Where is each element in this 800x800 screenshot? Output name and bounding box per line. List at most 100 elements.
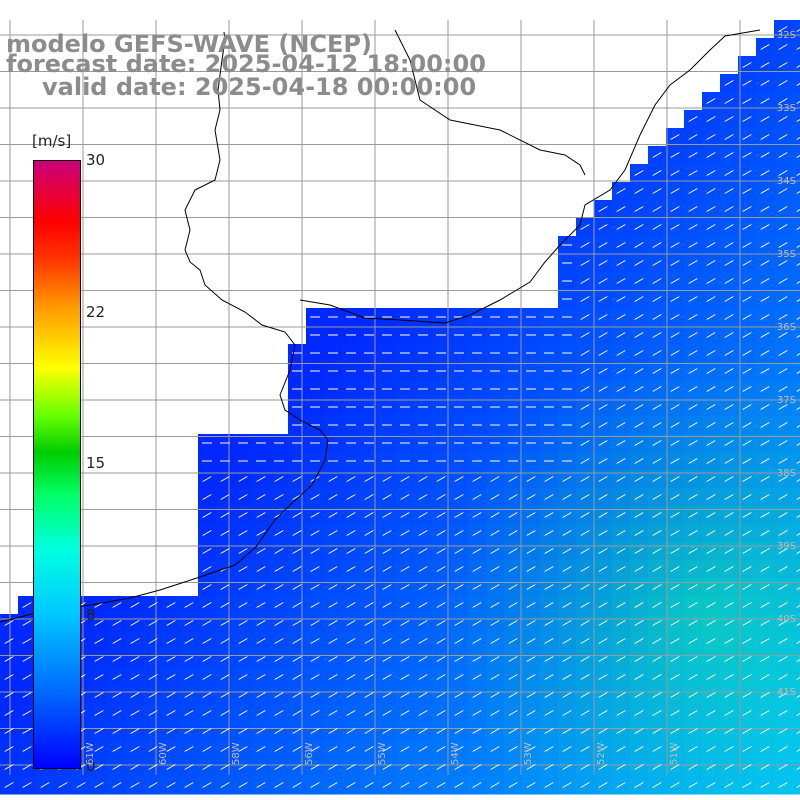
wind-arrow <box>706 260 716 266</box>
wind-arrow <box>490 512 500 518</box>
wind-arrow <box>760 494 770 500</box>
wind-arrow <box>328 494 338 500</box>
wind-arrow <box>724 278 734 284</box>
wind-arrow <box>310 782 320 788</box>
wind-arrow <box>418 476 428 482</box>
wind-arrow <box>508 674 518 680</box>
wind-arrow <box>22 764 32 770</box>
wind-arrow <box>742 314 752 320</box>
wind-cell <box>792 416 800 435</box>
wind-arrow <box>418 530 428 536</box>
wind-arrow <box>94 674 104 680</box>
wind-arrow <box>328 512 338 518</box>
wind-arrow <box>400 728 410 734</box>
wind-arrow <box>508 620 518 626</box>
wind-arrow <box>490 530 500 536</box>
wind-arrow <box>202 512 212 518</box>
wind-arrow <box>148 782 158 788</box>
graticule <box>0 20 800 775</box>
wind-arrow <box>706 530 716 536</box>
wind-arrow <box>706 692 716 698</box>
wind-arrow <box>328 728 338 734</box>
wind-arrow <box>94 656 104 662</box>
longitude-label: 54W <box>450 742 461 765</box>
wind-arrow <box>112 764 122 770</box>
wind-arrow <box>688 332 698 338</box>
wind-arrow <box>202 494 212 500</box>
wind-arrow <box>400 602 410 608</box>
wind-arrow <box>400 656 410 662</box>
wind-arrow <box>4 674 14 680</box>
wind-arrow <box>652 566 662 572</box>
wind-arrow <box>328 764 338 770</box>
wind-arrow <box>706 116 716 122</box>
wind-arrow <box>796 532 800 536</box>
wind-arrow <box>688 422 698 428</box>
wind-cell <box>792 650 800 669</box>
wind-arrow <box>382 692 392 698</box>
wind-arrow <box>382 548 392 554</box>
wind-arrow <box>310 710 320 716</box>
wind-arrow <box>454 674 464 680</box>
wind-arrow <box>652 224 662 230</box>
wind-arrow <box>220 602 230 608</box>
wind-arrow <box>94 764 104 770</box>
wind-arrow <box>274 566 284 572</box>
longitude-label: 53W <box>523 742 534 765</box>
wind-arrow <box>652 404 662 410</box>
wind-arrow <box>112 674 122 680</box>
wind-arrow <box>544 638 554 644</box>
wind-arrow <box>256 764 266 770</box>
wind-cell <box>792 686 800 705</box>
wind-arrow <box>688 242 698 248</box>
wind-arrow <box>724 422 734 428</box>
wind-arrow <box>652 350 662 356</box>
wind-arrow <box>418 548 428 554</box>
wind-arrow <box>670 152 680 158</box>
wind-arrow <box>796 550 800 554</box>
wind-arrow <box>454 638 464 644</box>
wind-arrow <box>130 710 140 716</box>
wind-cell <box>792 20 800 39</box>
wind-arrow <box>778 692 788 698</box>
wind-arrow <box>598 638 608 644</box>
wind-arrow <box>400 782 410 788</box>
wind-arrow <box>130 782 140 788</box>
wind-arrow <box>616 386 626 392</box>
wind-arrow <box>364 764 374 770</box>
wind-arrow <box>256 674 266 680</box>
wind-arrow <box>526 602 536 608</box>
wind-arrow <box>544 782 554 788</box>
wind-arrow <box>796 730 800 734</box>
wind-arrow <box>778 656 788 662</box>
wind-arrow <box>742 62 752 68</box>
wind-arrow <box>346 584 356 590</box>
wind-arrow <box>724 368 734 374</box>
wind-arrow <box>580 368 590 374</box>
wind-arrow <box>112 728 122 734</box>
wind-arrow <box>580 584 590 590</box>
wind-arrow <box>706 548 716 554</box>
wind-arrow <box>796 496 800 500</box>
wind-arrow <box>760 386 770 392</box>
wind-arrow <box>364 782 374 788</box>
wind-arrow <box>706 638 716 644</box>
wind-arrow <box>616 296 626 302</box>
wind-arrow <box>274 620 284 626</box>
wind-arrow <box>742 404 752 410</box>
wind-arrow <box>184 782 194 788</box>
wind-vectors <box>4 26 800 788</box>
wind-arrow <box>652 296 662 302</box>
wind-arrow <box>238 530 248 536</box>
wind-cell <box>792 326 800 345</box>
wind-arrow <box>346 764 356 770</box>
wind-arrow <box>598 440 608 446</box>
wind-arrow <box>796 712 800 716</box>
wind-arrow <box>364 548 374 554</box>
wind-arrow <box>202 638 212 644</box>
wind-cell <box>792 470 800 489</box>
wind-arrow <box>130 620 140 626</box>
wind-arrow <box>382 656 392 662</box>
coastline <box>0 31 329 623</box>
wind-arrow <box>382 602 392 608</box>
